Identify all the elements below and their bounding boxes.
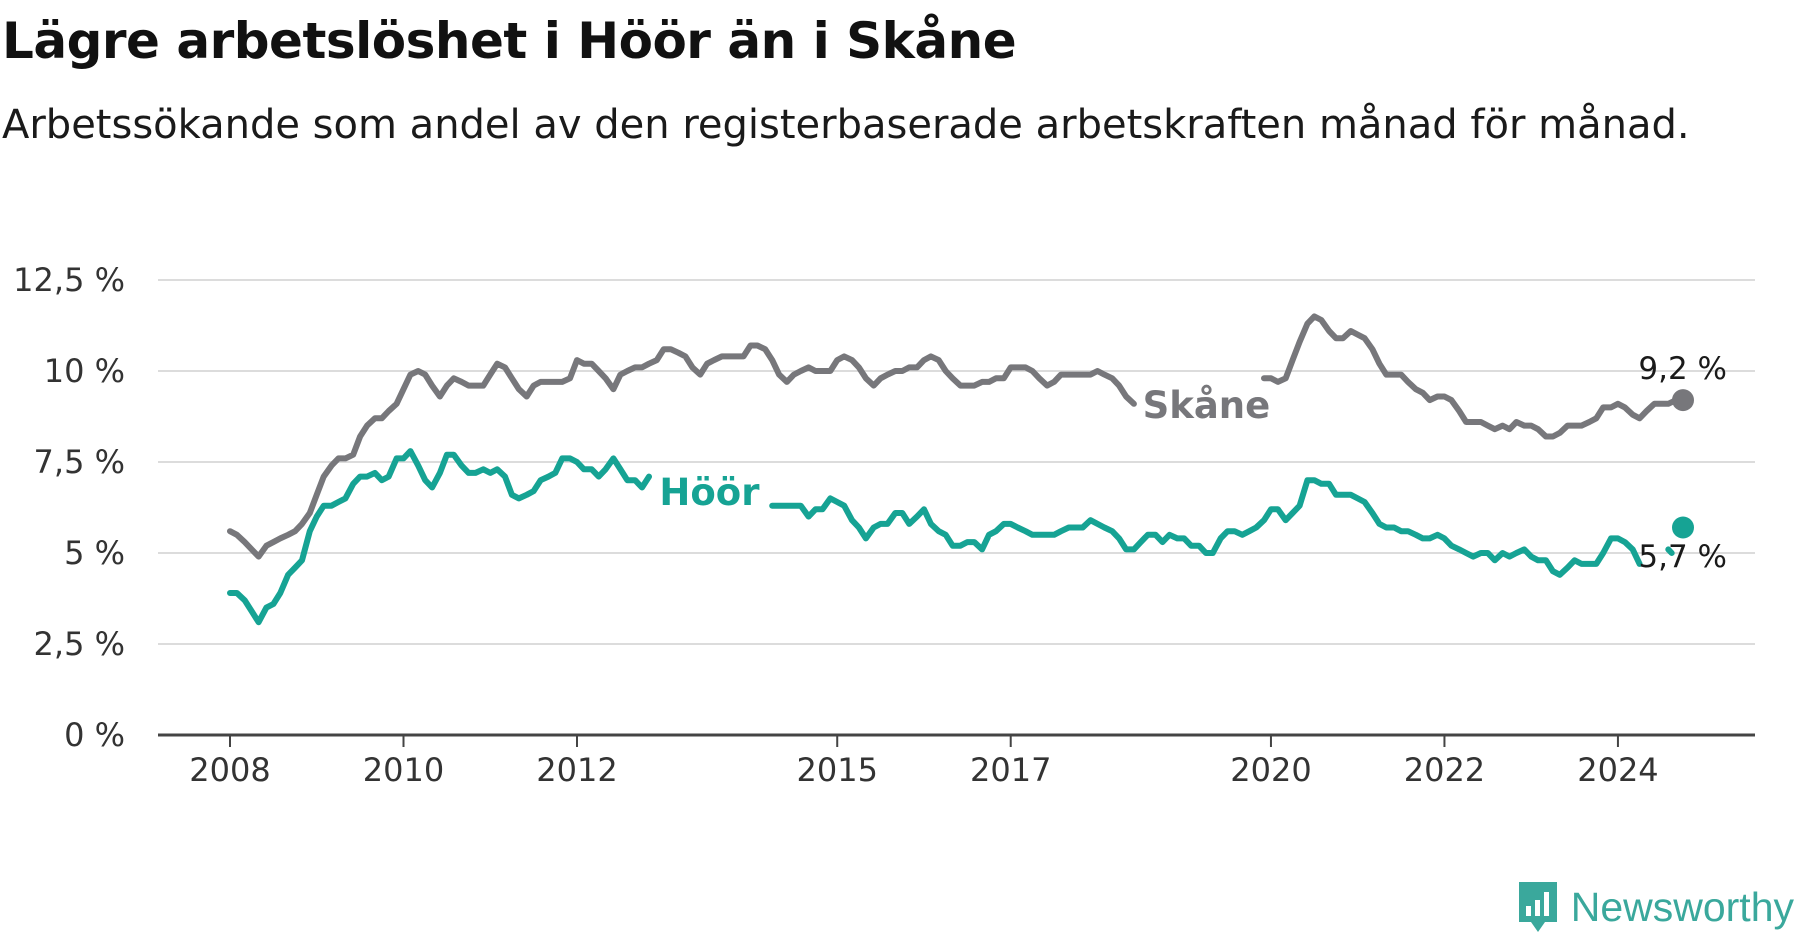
series-line-hoor (227, 448, 652, 626)
series-lines (227, 313, 1694, 626)
series-label-skane: Skåne (1143, 384, 1271, 427)
y-axis-ticks: 0 % 2,5 % 5 % 7,5 % 10 % 12,5 % (13, 261, 125, 754)
y-tick-label: 7,5 % (34, 443, 125, 481)
newsworthy-icon (1518, 882, 1557, 932)
brand-name: Newsworthy (1570, 883, 1794, 930)
series-line-skane (227, 342, 1137, 560)
x-tick-label: 2015 (797, 751, 878, 789)
x-tick-label: 2010 (363, 751, 444, 789)
x-tick-label: 2012 (536, 751, 617, 789)
series-labels: Skåne Höör 9,2 % 5,7 % (659, 351, 1727, 575)
series-line-skane (1261, 313, 1686, 440)
y-tick-label: 10 % (44, 352, 125, 390)
brand-logo: Newsworthy (1515, 872, 1794, 942)
x-axis: 2008 2010 2012 2015 2017 2020 2022 2024 (158, 733, 1755, 789)
x-tick-label: 2020 (1230, 751, 1311, 789)
end-marker-hoor (1672, 516, 1694, 539)
chart-subtitle: Arbetssökande som andel av den registerb… (2, 102, 1690, 148)
end-value-skane: 9,2 % (1638, 351, 1727, 387)
series-label-hoor: Höör (659, 471, 760, 514)
series-line-hoor (769, 477, 1643, 578)
series-line-hoor (1665, 546, 1675, 556)
x-tick-label: 2008 (189, 751, 270, 789)
chart-title: Lägre arbetslöshet i Höör än i Skåne (2, 12, 1017, 70)
x-tick-label: 2022 (1404, 751, 1485, 789)
end-marker-skane (1672, 389, 1694, 412)
end-value-hoor: 5,7 % (1638, 539, 1727, 575)
y-tick-label: 5 % (64, 534, 125, 572)
x-tick-label: 2024 (1577, 751, 1658, 789)
y-tick-label: 0 % (64, 716, 125, 754)
y-tick-label: 12,5 % (13, 261, 125, 299)
y-tick-label: 2,5 % (34, 625, 125, 663)
x-tick-label: 2017 (970, 751, 1051, 789)
